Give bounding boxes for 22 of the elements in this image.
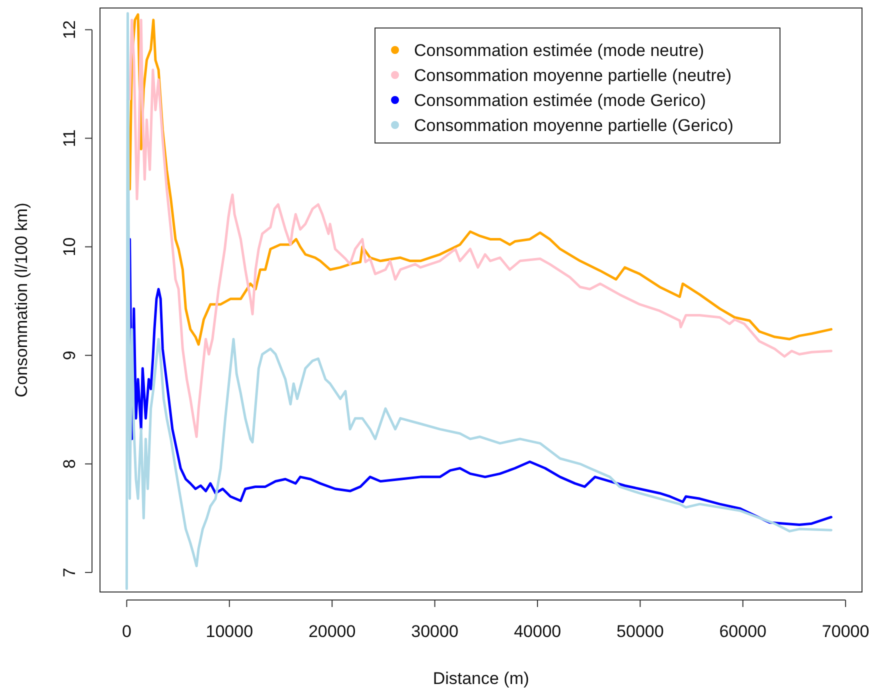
x-axis-title: Distance (m) bbox=[432, 669, 530, 688]
y-tick-label: 9 bbox=[60, 350, 79, 360]
legend-label: Consommation estimée (mode Gerico) bbox=[414, 91, 706, 110]
x-tick-label: 30000 bbox=[411, 622, 458, 641]
y-tick-label: 11 bbox=[60, 129, 79, 148]
x-tick-label: 60000 bbox=[719, 622, 767, 641]
line-series bbox=[128, 18, 832, 438]
y-tick-label: 10 bbox=[60, 237, 79, 256]
y-tick-label: 7 bbox=[60, 568, 79, 578]
x-tick-label: 10000 bbox=[206, 622, 254, 641]
y-tick-label: 12 bbox=[60, 20, 79, 40]
x-tick-label: 0 bbox=[122, 622, 132, 641]
legend-label: Consommation estimée (mode neutre) bbox=[414, 41, 704, 60]
legend-label: Consommation moyenne partielle (Gerico) bbox=[414, 116, 734, 135]
y-axis-title: Consommation (l/100 km) bbox=[12, 202, 31, 398]
x-tick-label: 70000 bbox=[822, 622, 869, 641]
legend-label: Consommation moyenne partielle (neutre) bbox=[414, 66, 732, 85]
x-tick-label: 50000 bbox=[616, 622, 664, 641]
x-tick-label: 20000 bbox=[308, 622, 356, 641]
y-tick-label: 8 bbox=[60, 459, 79, 469]
line-series bbox=[125, 12, 832, 590]
x-tick-label: 40000 bbox=[514, 622, 562, 641]
